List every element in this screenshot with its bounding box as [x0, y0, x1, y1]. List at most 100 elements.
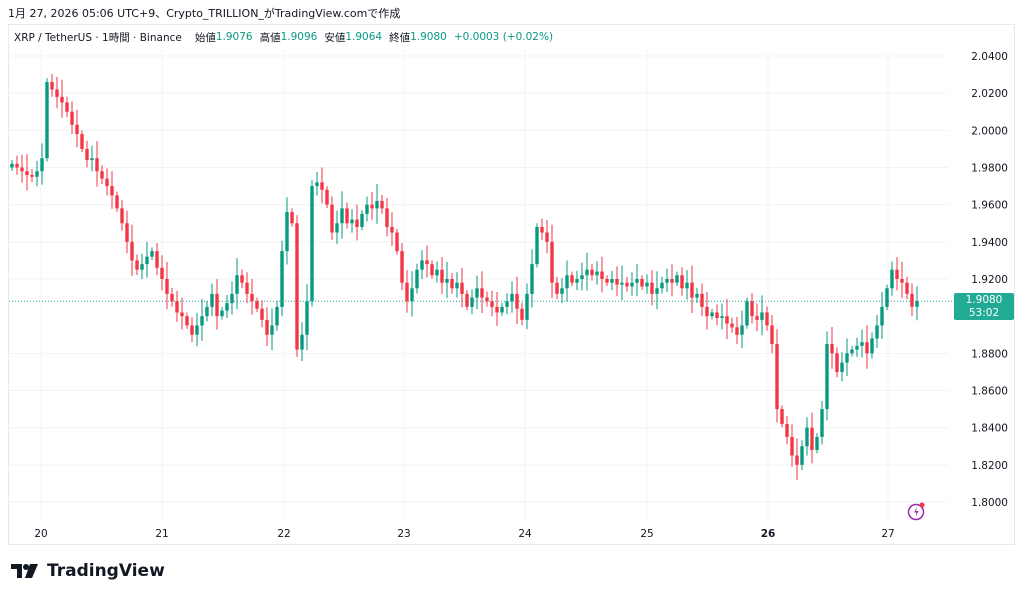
candle-down: [670, 279, 674, 283]
candle-down: [910, 293, 914, 307]
candle-down: [490, 301, 494, 307]
candle-down: [750, 301, 754, 317]
candle-down: [480, 288, 484, 298]
candle-down: [725, 316, 729, 324]
y-tick-label: 1.9400: [971, 237, 1008, 249]
candle-down: [125, 223, 129, 242]
candle-up: [500, 306, 504, 313]
candle-up: [335, 223, 339, 233]
candle-up: [745, 301, 749, 326]
candle-down: [705, 306, 709, 317]
candle-down: [135, 260, 139, 270]
y-tick-label: 1.8400: [971, 423, 1008, 435]
candle-up: [225, 303, 229, 311]
close-value: 1.9080: [410, 31, 447, 43]
candle-down: [865, 342, 869, 354]
candle-up: [635, 279, 639, 283]
candle-up: [820, 409, 824, 437]
y-tick-label: 1.9200: [971, 274, 1008, 286]
candle-down: [450, 279, 454, 289]
candle-down: [790, 436, 794, 456]
open-label: 始値: [194, 31, 216, 44]
candle-up: [890, 269, 894, 289]
candle-down: [570, 275, 574, 283]
candle-up: [800, 446, 804, 465]
candle-down: [245, 282, 249, 294]
candle-down: [30, 174, 34, 177]
change-value: +0.0003 (+0.02%): [453, 31, 554, 43]
candle-up: [855, 345, 859, 350]
candle-down: [755, 316, 759, 320]
candle-up: [35, 171, 39, 177]
candle-down: [545, 232, 549, 242]
x-tick-label: 20: [34, 528, 47, 540]
candle-down: [260, 308, 264, 320]
candle-up: [565, 275, 569, 289]
candle-down: [85, 148, 89, 161]
candle-down: [640, 279, 644, 287]
candle-up: [740, 325, 744, 335]
symbol-name[interactable]: XRP / TetherUS · 1時間 · Binance: [14, 31, 182, 44]
candle-down: [780, 409, 784, 424]
candle-down: [160, 267, 164, 279]
candle-down: [265, 319, 269, 335]
candle-down: [395, 232, 399, 252]
candle-up: [10, 163, 14, 168]
candle-up: [410, 288, 414, 302]
candle-up: [710, 312, 714, 317]
candle-down: [775, 344, 779, 410]
candle-up: [210, 293, 214, 307]
candle-up: [660, 282, 664, 289]
candle-down: [240, 275, 244, 283]
candle-up: [140, 264, 144, 270]
candle-up: [915, 301, 919, 307]
tradingview-logo[interactable]: TradingView: [11, 561, 165, 581]
bar-countdown: 53:02: [968, 307, 1000, 319]
candle-down: [600, 271, 604, 279]
candle-down: [650, 282, 654, 294]
candle-up: [580, 275, 584, 279]
candle-up: [610, 279, 614, 283]
last-price-tag: 1.9080 53:02: [954, 293, 1014, 320]
candle-down: [830, 344, 834, 354]
candle-down: [405, 282, 409, 302]
candle-down: [165, 279, 169, 294]
x-tick-label: 21: [155, 528, 168, 540]
candle-down: [895, 269, 899, 279]
candle-down: [835, 353, 839, 372]
candle-down: [100, 171, 104, 179]
candle-up: [530, 264, 534, 294]
candle-down: [625, 282, 629, 287]
candle-down: [250, 293, 254, 302]
candle-up: [340, 208, 344, 224]
candle-down: [785, 423, 789, 437]
candle-down: [680, 275, 684, 289]
candle-up: [275, 306, 279, 326]
candle-up: [420, 260, 424, 270]
candle-up: [805, 427, 809, 447]
candle-up: [535, 226, 539, 265]
candle-down: [50, 82, 54, 90]
candle-down: [120, 208, 124, 224]
candle-up: [630, 282, 634, 287]
lightning-icon[interactable]: [907, 501, 927, 521]
candle-down: [540, 226, 544, 233]
candle-up: [310, 186, 314, 302]
candle-up: [595, 271, 599, 276]
candle-down: [590, 269, 594, 276]
y-tick-label: 1.8600: [971, 386, 1008, 398]
candle-down: [345, 208, 349, 224]
candle-down: [65, 102, 69, 112]
candle-up: [840, 362, 844, 372]
candle-down: [380, 200, 384, 209]
candle-down: [25, 171, 29, 175]
x-tick-label: 24: [518, 528, 532, 540]
candle-down: [20, 167, 24, 172]
candle-down: [690, 282, 694, 298]
candle-down: [95, 158, 99, 172]
candle-down: [715, 312, 719, 319]
candle-up: [675, 275, 679, 283]
candle-down: [290, 212, 294, 224]
candle-up: [365, 204, 369, 214]
